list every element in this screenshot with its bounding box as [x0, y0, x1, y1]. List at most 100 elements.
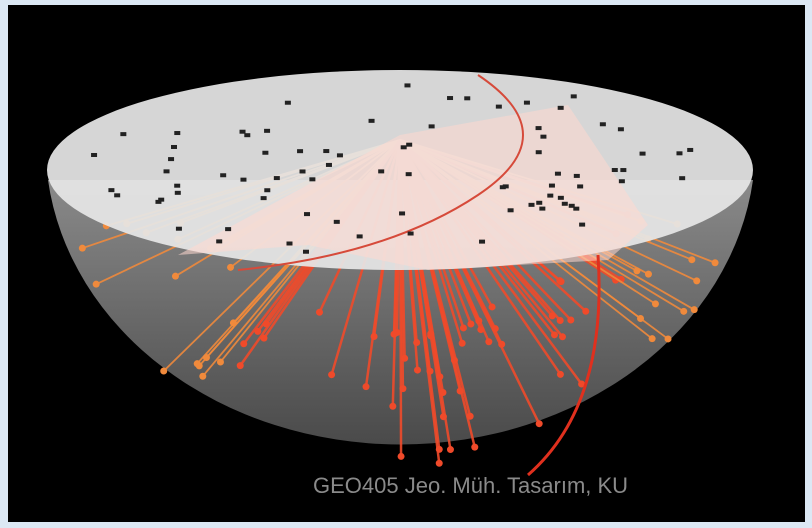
- pole-dot: [618, 127, 624, 131]
- image-frame: GEO405 Jeo. Müh. Tasarım, KU: [8, 5, 805, 522]
- pole-dot: [369, 119, 375, 123]
- projection-point: [557, 371, 564, 378]
- pole-dot: [108, 188, 114, 192]
- projection-point: [172, 273, 179, 280]
- pole-dot: [579, 223, 585, 227]
- pole-dot: [406, 172, 412, 176]
- pole-dot: [464, 96, 470, 100]
- pole-dot: [503, 184, 509, 188]
- pole-dot: [378, 169, 384, 173]
- pole-dot: [357, 234, 363, 238]
- pole-dot: [404, 83, 410, 87]
- pole-dot: [569, 204, 575, 208]
- projection-point: [680, 308, 687, 315]
- pole-dot: [536, 201, 542, 205]
- pole-dot: [286, 242, 292, 246]
- projection-point: [389, 403, 396, 410]
- pole-dot: [539, 207, 545, 211]
- pole-dot: [508, 208, 514, 212]
- pole-dot: [216, 239, 222, 243]
- pole-dot: [220, 173, 226, 177]
- projection-point: [447, 446, 454, 453]
- pole-dot: [164, 169, 170, 173]
- pole-dot: [174, 184, 180, 188]
- pole-dot: [304, 212, 310, 216]
- projection-point: [328, 371, 335, 378]
- projection-point: [551, 331, 558, 338]
- pole-dot: [562, 202, 568, 206]
- projection-point: [199, 373, 206, 380]
- projection-point: [567, 316, 574, 323]
- projection-point: [194, 360, 201, 367]
- pole-dot: [323, 149, 329, 153]
- pole-dot: [676, 151, 682, 155]
- pole-dot: [399, 211, 405, 215]
- pole-dot: [120, 132, 126, 136]
- pole-dot: [285, 101, 291, 105]
- projection-point: [459, 340, 466, 347]
- pole-dot: [244, 133, 250, 137]
- pole-dot: [408, 232, 414, 236]
- pole-dot: [574, 174, 580, 178]
- pole-dot: [600, 122, 606, 126]
- pole-dot: [540, 135, 546, 139]
- pole-dot: [406, 143, 412, 147]
- pole-dot: [274, 176, 280, 180]
- projection-point: [240, 340, 247, 347]
- pole-dot: [174, 131, 180, 135]
- projection-point: [536, 420, 543, 427]
- projection-point: [414, 367, 421, 374]
- pole-dot: [571, 94, 577, 98]
- pole-dot: [171, 145, 177, 149]
- pole-dot: [326, 163, 332, 167]
- projection-point: [712, 259, 719, 266]
- projection-point: [401, 355, 408, 362]
- projection-point: [691, 306, 698, 313]
- pole-dot: [309, 177, 315, 181]
- pole-dot: [679, 176, 685, 180]
- projection-point: [471, 444, 478, 451]
- projection-point: [217, 358, 224, 365]
- projection-point: [260, 335, 267, 342]
- projection-point: [558, 278, 565, 285]
- pole-dot: [549, 184, 555, 188]
- pole-dot: [536, 126, 542, 130]
- pole-dot: [558, 106, 564, 110]
- pole-dot: [155, 200, 161, 204]
- pole-dot: [496, 105, 502, 109]
- projection-point: [649, 335, 656, 342]
- pole-dot: [175, 191, 181, 195]
- projection-point: [485, 338, 492, 345]
- projection-point: [460, 324, 467, 331]
- pole-dot: [337, 153, 343, 157]
- pole-dot: [303, 250, 309, 254]
- pole-dot: [447, 96, 453, 100]
- pole-dot: [429, 124, 435, 128]
- pole-dot: [577, 184, 583, 188]
- projection-point: [227, 264, 234, 271]
- pole-dot: [114, 193, 120, 197]
- pole-dot: [334, 220, 340, 224]
- projection-point: [436, 460, 443, 467]
- pole-dot: [620, 168, 626, 172]
- projection-point: [363, 383, 370, 390]
- projection-point: [230, 319, 237, 326]
- pole-dot: [225, 227, 231, 231]
- projection-point: [398, 453, 405, 460]
- pole-dot: [479, 240, 485, 244]
- pole-dot: [536, 150, 542, 154]
- projection-point: [237, 362, 244, 369]
- projection-point: [559, 333, 566, 340]
- pole-dot: [262, 151, 268, 155]
- pole-dot: [612, 168, 618, 172]
- projection-point: [93, 281, 100, 288]
- pole-dot: [240, 178, 246, 182]
- pole-dot: [168, 157, 174, 161]
- hemisphere-illustration: [8, 5, 805, 522]
- projection-point: [665, 335, 672, 342]
- pole-dot: [555, 172, 561, 176]
- projection-point: [582, 308, 589, 315]
- projection-point: [688, 256, 695, 263]
- projection-point: [467, 321, 474, 328]
- pole-dot: [91, 153, 97, 157]
